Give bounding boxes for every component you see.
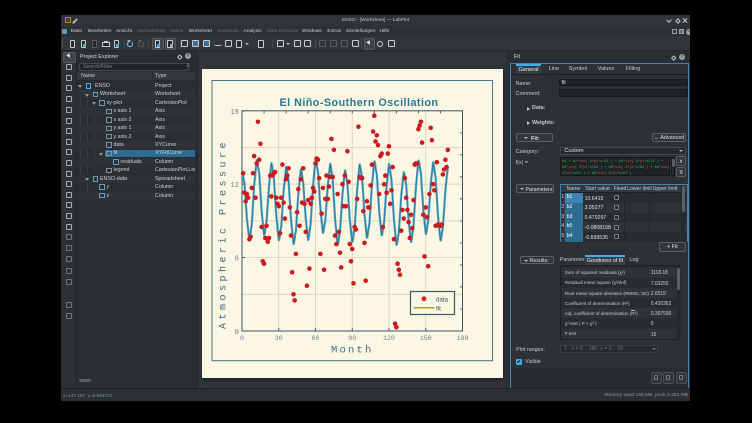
svg-text:180: 180: [456, 335, 468, 342]
svg-text:Month: Month: [330, 344, 373, 356]
svg-text:fit: fit: [436, 305, 441, 312]
svg-text:12: 12: [230, 182, 239, 190]
svg-text:El Niño-Southern Oscillation: El Niño-Southern Oscillation: [279, 96, 438, 108]
svg-text:30: 30: [274, 335, 282, 342]
svg-text:150: 150: [419, 335, 431, 342]
svg-text:90: 90: [348, 335, 356, 342]
svg-text:120: 120: [383, 335, 395, 342]
svg-text:0: 0: [240, 335, 244, 342]
svg-text:18: 18: [230, 108, 239, 116]
svg-text:0: 0: [234, 329, 238, 337]
svg-text:6: 6: [234, 255, 238, 263]
svg-text:data: data: [436, 296, 449, 303]
svg-text:Atmospheric Pressure: Atmospheric Pressure: [217, 138, 229, 328]
svg-text:60: 60: [311, 335, 319, 342]
